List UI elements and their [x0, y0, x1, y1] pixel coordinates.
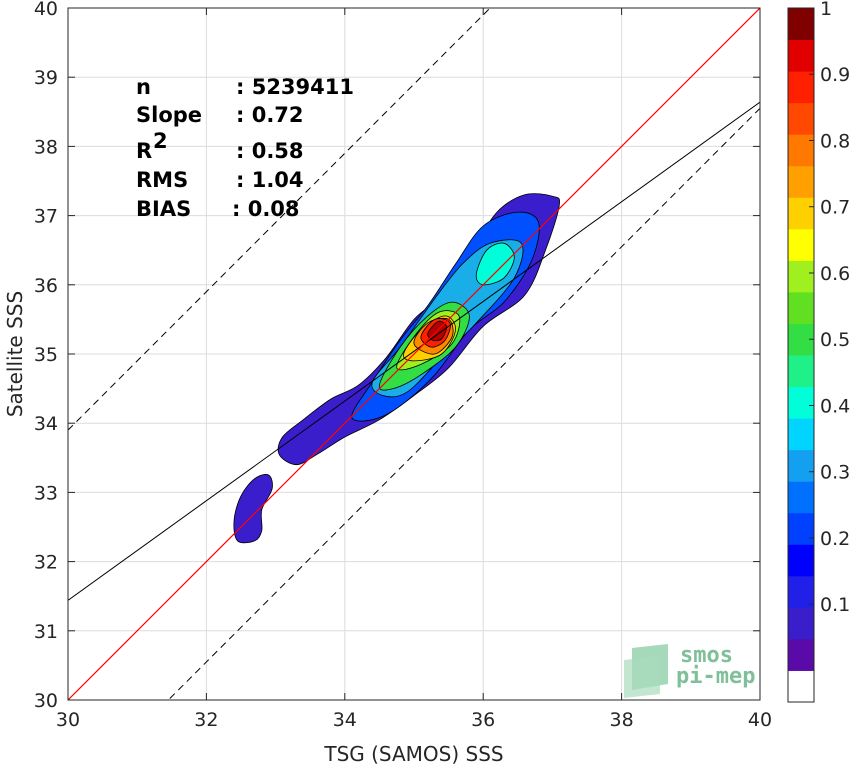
y-tick-label: 30	[34, 690, 58, 712]
colorbar-tick-label: 0.1	[820, 594, 850, 616]
y-tick-label: 32	[34, 552, 58, 574]
x-tick-label: 40	[748, 709, 772, 731]
y-tick-label: 35	[34, 344, 58, 366]
y-tick-label: 36	[34, 275, 58, 297]
density-contour-0.05	[233, 474, 273, 544]
stat-label-superscript: 2	[153, 129, 168, 153]
colorbar-segment	[788, 670, 814, 703]
colorbar-segment	[788, 102, 814, 135]
stat-value-slope: : 0.72	[236, 103, 304, 127]
colorbar-tick-label: 0.6	[820, 263, 850, 285]
stat-label-rms: RMS	[136, 168, 188, 192]
colorbar-segment	[788, 449, 814, 482]
stat-value-n: : 5239411	[236, 75, 354, 99]
colorbar-frame	[787, 7, 815, 703]
colorbar-segment	[788, 575, 814, 608]
x-tick-label: 30	[56, 709, 80, 731]
stat-label-slope: Slope	[136, 103, 202, 127]
colorbar-segment	[788, 355, 814, 388]
colorbar-tick-label: 1	[820, 0, 832, 20]
colorbar-segment	[788, 197, 814, 230]
stat-value-r: : 0.58	[236, 139, 304, 163]
colorbar-tick-label: 0.3	[820, 462, 850, 484]
y-tick-label: 40	[34, 0, 58, 20]
colorbar-segment	[788, 638, 814, 671]
x-tick-label: 38	[610, 709, 634, 731]
stat-value-rms: : 1.04	[236, 168, 304, 192]
y-tick-label: 37	[34, 206, 58, 228]
stat-label-bias: BIAS	[136, 197, 191, 221]
x-tick-label: 32	[194, 709, 218, 731]
y-tick-label: 38	[34, 136, 58, 158]
y-tick-label: 31	[34, 621, 58, 643]
colorbar-tick-label: 0.8	[820, 130, 850, 152]
colorbar-tick-label: 0.2	[820, 528, 850, 550]
reference-lines	[68, 8, 760, 700]
colorbar-segment	[788, 39, 814, 72]
y-tick-label: 39	[34, 67, 58, 89]
colorbar-segment	[788, 607, 814, 640]
stat-label-r: R	[136, 139, 152, 163]
stat-label-n: n	[136, 75, 151, 99]
colorbar-segment	[788, 418, 814, 451]
colorbar-segment	[788, 544, 814, 577]
logo-line-1: smos	[680, 643, 733, 668]
colorbar-segment	[788, 291, 814, 324]
colorbar-segment	[788, 8, 814, 41]
regression-line	[68, 101, 760, 601]
colorbar-segment	[788, 165, 814, 198]
y-axis-label: Satellite SSS	[3, 291, 27, 417]
colorbar-segment	[788, 481, 814, 514]
colorbar-segment	[788, 71, 814, 104]
logo-wave-icon-2	[624, 656, 660, 698]
colorbar-segment	[788, 228, 814, 261]
colorbar-segment	[788, 260, 814, 293]
x-tick-label: 34	[333, 709, 357, 731]
colorbar-tick-label: 0.4	[820, 395, 850, 417]
x-tick-label: 36	[471, 709, 495, 731]
colorbar-segment	[788, 386, 814, 419]
colorbar-segment	[788, 134, 814, 167]
identity-line	[68, 8, 760, 700]
x-axis-label: TSG (SAMOS) SSS	[323, 742, 503, 766]
y-tick-label: 34	[34, 413, 58, 435]
logo-line-2: pi-mep	[676, 664, 755, 689]
colorbar-segment	[788, 512, 814, 545]
colorbar-tick-label: 0.5	[820, 329, 850, 351]
colorbar-tick-label: 0.7	[820, 197, 850, 219]
y-tick-label: 33	[34, 482, 58, 504]
colorbar-tick-label: 0.9	[820, 64, 850, 86]
stat-value-bias: : 0.08	[232, 197, 300, 221]
